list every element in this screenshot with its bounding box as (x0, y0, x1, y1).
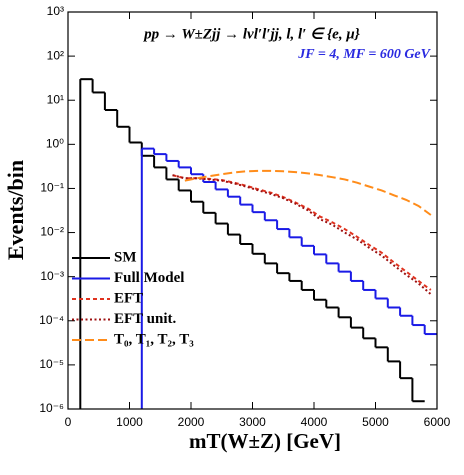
y-tick-label: 10⁻¹ (40, 181, 64, 195)
legend-label: T₀, T₁, T₂, T₃ (114, 331, 194, 347)
x-axis-label: mT(W±Z) [GeV] (189, 429, 341, 453)
chart-subtitle: JF = 4, MF = 600 GeV (297, 47, 431, 62)
plot-area (79, 78, 437, 409)
y-tick-label: 10⁰ (46, 137, 64, 151)
legend-label: EFT unit. (114, 311, 176, 327)
y-tick-label: 10⁻³ (40, 269, 64, 283)
x-tick-label: 4000 (301, 415, 328, 429)
x-tick-label: 6000 (424, 415, 451, 429)
y-tick-label: 10¹ (47, 92, 64, 106)
y-tick-label: 10⁻⁵ (39, 357, 64, 371)
legend-label: SM (114, 249, 137, 265)
x-tick-label: 0 (65, 415, 72, 429)
x-tick-label: 1000 (116, 415, 143, 429)
series-line (172, 174, 432, 291)
y-axis-label: Events/bin (3, 160, 28, 260)
x-tick-label: 5000 (362, 415, 389, 429)
series-line (184, 169, 432, 216)
y-tick-label: 10⁻⁶ (39, 401, 64, 415)
legend-label: Full Model (114, 270, 184, 286)
y-tick-label: 10⁻² (40, 225, 64, 239)
legend-label: EFT (114, 290, 143, 306)
x-tick-label: 2000 (178, 415, 205, 429)
y-tick-label: 10⁻⁴ (39, 313, 64, 327)
y-tick-label: 10² (47, 48, 64, 62)
series-line (172, 174, 432, 295)
plot-frame (67, 11, 438, 410)
chart-title: pp → W±Zjj → lνl′l′jj, l, l′ ∈ {e, μ} (142, 26, 361, 42)
x-tick-label: 3000 (239, 415, 266, 429)
y-tick-label: 10³ (47, 4, 64, 18)
